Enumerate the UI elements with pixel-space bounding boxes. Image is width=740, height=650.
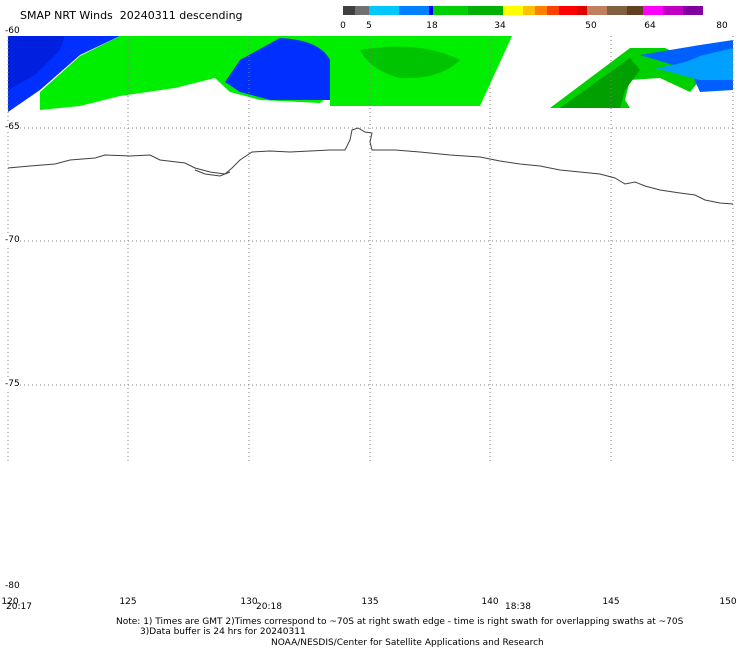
colorbar-segment [577,6,587,15]
colorbar-segment [683,6,703,15]
colorbar-label: 5 [366,21,372,31]
colorbar-segment [547,6,559,15]
colorbar-label: 0 [340,21,346,31]
colorbar-segment [535,6,547,15]
footnote-credit: NOAA/NESDIS/Center for Satellite Applica… [271,638,544,648]
colorbar-label: 64 [644,21,656,31]
colorbar-segment [468,6,503,15]
colorbar-label: 80 [716,21,728,31]
colorbar-segment [587,6,607,15]
colorbar-segment [399,6,429,15]
colorbar-segment [523,6,535,15]
colorbar-segment [429,6,433,15]
colorbar-segment [607,6,627,15]
pass-time: 18:38 [505,602,531,612]
lat-label: -60 [5,26,20,36]
lat-label: -65 [5,122,20,132]
colorbar-segment [369,6,399,15]
lon-label: 130 [240,597,258,607]
lon-label: 145 [602,597,620,607]
lon-label: 150 [719,597,737,607]
colorbar-segment [503,6,523,15]
footnote-line-1: Note: 1) Times are GMT 2)Times correspon… [116,617,684,627]
lon-label: 120 [1,597,19,607]
lat-label: -75 [5,379,20,389]
lat-gridlines [8,127,733,386]
wind-swath-left [8,36,512,112]
lat-label: -70 [5,235,20,245]
lat-label: -80 [5,581,20,591]
pass-time: 20:18 [256,602,282,612]
colorbar-segment [643,6,663,15]
lon-label: 135 [361,597,379,607]
lon-gridlines [127,36,612,462]
colorbar-segment [433,6,468,15]
colorbar-label: 18 [426,21,438,31]
footnote-line-2: 3)Data buffer is 24 hrs for 20240311 [140,627,306,637]
colorbar-segment [663,6,683,15]
lon-label: 140 [481,597,499,607]
colorbar-segment [343,6,355,15]
wind-speed-colorbar [343,6,703,15]
wind-swath-right [550,40,733,108]
lon-label: 125 [119,597,137,607]
plot-title: SMAP NRT Winds 20240311 descending [20,9,243,22]
colorbar-segment [559,6,577,15]
colorbar-label: 50 [585,21,597,31]
pass-time: 20:17 [6,602,32,612]
colorbar-segment [355,6,369,15]
antarctic-coastline [7,127,734,205]
colorbar-label: 34 [494,21,506,31]
colorbar-segment [627,6,643,15]
